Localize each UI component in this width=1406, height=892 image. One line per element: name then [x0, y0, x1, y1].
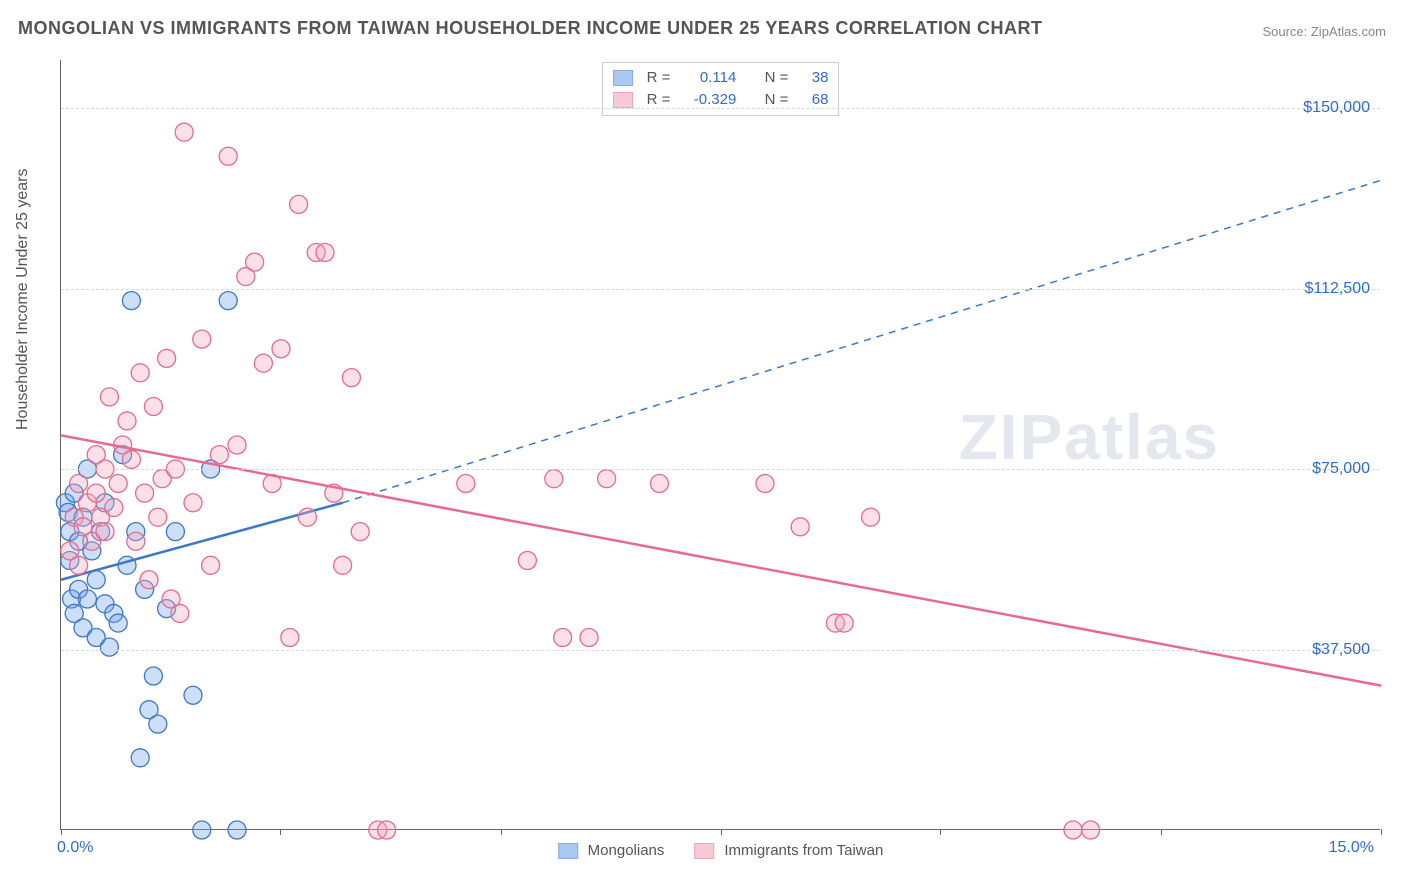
series-swatch [613, 70, 633, 86]
data-point [598, 470, 616, 488]
gridline [61, 650, 1380, 651]
data-point [254, 354, 272, 372]
data-point [127, 532, 145, 550]
data-point [70, 556, 88, 574]
legend-swatch [558, 843, 578, 859]
data-point [193, 330, 211, 348]
chart-title: MONGOLIAN VS IMMIGRANTS FROM TAIWAN HOUS… [18, 18, 1043, 39]
data-point [78, 590, 96, 608]
legend-swatch [694, 843, 714, 859]
data-point [202, 556, 220, 574]
data-point [545, 470, 563, 488]
gridline [61, 469, 1380, 470]
data-point [219, 147, 237, 165]
data-point [342, 369, 360, 387]
data-point [193, 821, 211, 839]
data-point [1064, 821, 1082, 839]
data-point [351, 523, 369, 541]
x-tick [1161, 829, 1162, 835]
source-attribution: Source: ZipAtlas.com [1262, 24, 1386, 39]
y-tick-label: $37,500 [1312, 641, 1370, 659]
data-point [140, 571, 158, 589]
y-tick-label: $75,000 [1312, 460, 1370, 478]
data-point [122, 292, 140, 310]
data-point [100, 638, 118, 656]
y-tick-label: $150,000 [1303, 99, 1370, 117]
data-point [518, 552, 536, 570]
data-point [290, 195, 308, 213]
data-point [316, 244, 334, 262]
data-point [87, 484, 105, 502]
series-legend: Mongolians Immigrants from Taiwan [558, 842, 884, 859]
data-point [136, 484, 154, 502]
data-point [650, 475, 668, 493]
data-point [131, 749, 149, 767]
legend-label: Immigrants from Taiwan [724, 842, 883, 859]
gridline [61, 289, 1380, 290]
data-point [96, 523, 114, 541]
x-tick [61, 829, 62, 835]
data-point [835, 614, 853, 632]
data-point [184, 494, 202, 512]
data-point [791, 518, 809, 536]
data-point [184, 686, 202, 704]
data-point [228, 436, 246, 454]
x-tick [940, 829, 941, 835]
data-point [149, 715, 167, 733]
x-axis-max-label: 15.0% [1329, 839, 1374, 857]
data-point [144, 398, 162, 416]
data-point [334, 556, 352, 574]
data-point [272, 340, 290, 358]
data-point [87, 571, 105, 589]
y-tick-label: $112,500 [1304, 280, 1370, 298]
data-point [149, 508, 167, 526]
chart-plot-area: ZIPatlas R =0.114 N =38R =-0.329 N =68 0… [60, 60, 1380, 830]
data-point [756, 475, 774, 493]
data-point [118, 412, 136, 430]
data-point [862, 508, 880, 526]
data-point [246, 253, 264, 271]
data-point [298, 508, 316, 526]
x-tick [501, 829, 502, 835]
y-axis-label: Householder Income Under 25 years [14, 169, 32, 430]
x-tick [1381, 829, 1382, 835]
data-point [122, 450, 140, 468]
data-point [457, 475, 475, 493]
n-label: N = [765, 67, 789, 89]
data-point [378, 821, 396, 839]
gridline [61, 108, 1380, 109]
regression-extension [343, 180, 1381, 502]
r-value: 0.114 [680, 67, 736, 89]
data-point [228, 821, 246, 839]
data-point [70, 475, 88, 493]
n-value: 38 [798, 67, 828, 89]
data-point [109, 475, 127, 493]
data-point [166, 523, 184, 541]
data-point [100, 388, 118, 406]
x-axis-min-label: 0.0% [57, 839, 93, 857]
regression-line [61, 435, 1381, 685]
data-point [105, 499, 123, 517]
data-point [109, 614, 127, 632]
legend-item: Immigrants from Taiwan [694, 842, 883, 859]
data-point [281, 629, 299, 647]
series-swatch [613, 92, 633, 108]
data-point [131, 364, 149, 382]
stats-row: R = 0.114 N = 38 [613, 67, 829, 89]
legend-item: Mongolians [558, 842, 665, 859]
data-point [210, 446, 228, 464]
r-label: R = [647, 67, 671, 89]
x-tick [280, 829, 281, 835]
data-point [219, 292, 237, 310]
data-point [1082, 821, 1100, 839]
legend-label: Mongolians [588, 842, 665, 859]
data-point [554, 629, 572, 647]
scatter-svg [61, 60, 1380, 829]
data-point [144, 667, 162, 685]
data-point [580, 629, 598, 647]
data-point [158, 349, 176, 367]
data-point [171, 604, 189, 622]
data-point [175, 123, 193, 141]
x-tick [721, 829, 722, 835]
